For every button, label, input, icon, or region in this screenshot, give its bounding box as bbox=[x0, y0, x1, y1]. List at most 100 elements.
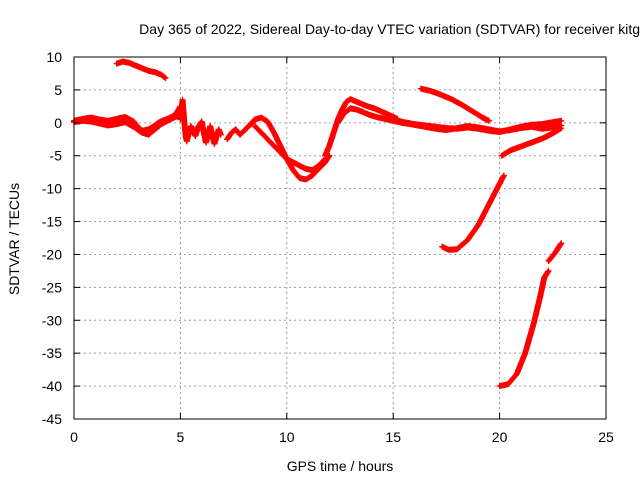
x-tick-label: 0 bbox=[70, 429, 78, 445]
y-tick-label: -5 bbox=[50, 148, 63, 164]
data-point bbox=[551, 132, 554, 135]
data-point bbox=[519, 126, 523, 130]
data-point bbox=[291, 169, 295, 172]
data-point bbox=[336, 121, 340, 125]
data-point bbox=[219, 133, 223, 136]
data-point bbox=[285, 157, 288, 161]
y-tick-label: 10 bbox=[46, 49, 62, 65]
data-point bbox=[184, 134, 187, 138]
data-point bbox=[413, 123, 416, 126]
x-axis-title: GPS time / hours bbox=[287, 458, 394, 474]
data-point bbox=[340, 108, 344, 111]
data-point bbox=[180, 108, 183, 111]
data-point bbox=[362, 111, 365, 114]
data-point bbox=[430, 90, 433, 93]
data-point bbox=[345, 100, 348, 103]
data-point bbox=[266, 120, 269, 123]
data-point bbox=[134, 64, 137, 67]
data-point bbox=[183, 124, 186, 128]
data-point bbox=[238, 133, 242, 136]
data-point bbox=[423, 125, 427, 128]
data-point bbox=[147, 133, 150, 136]
data-point bbox=[182, 111, 185, 115]
data-point bbox=[355, 108, 359, 111]
data-point bbox=[455, 126, 459, 130]
data-series-track-neg5-rise bbox=[498, 125, 565, 159]
plot-frame bbox=[73, 56, 607, 420]
data-point bbox=[89, 120, 93, 123]
data-point bbox=[106, 124, 110, 127]
data-point bbox=[89, 116, 93, 119]
data-point bbox=[551, 126, 554, 129]
data-point bbox=[234, 128, 237, 131]
data-point bbox=[509, 149, 512, 152]
data-point bbox=[487, 119, 491, 123]
data-point bbox=[547, 259, 550, 263]
data-point bbox=[500, 154, 503, 157]
data-point bbox=[266, 138, 269, 141]
data-point bbox=[191, 131, 195, 134]
data-series-track-neg40 bbox=[496, 267, 552, 390]
data-point bbox=[185, 140, 188, 143]
data-point bbox=[215, 134, 218, 138]
data-series-track-early-high bbox=[113, 58, 169, 82]
data-point bbox=[121, 60, 125, 63]
data-point bbox=[132, 120, 135, 123]
data-point bbox=[530, 141, 533, 144]
data-point bbox=[187, 131, 191, 134]
data-point bbox=[506, 382, 510, 386]
data-point bbox=[538, 296, 542, 299]
data-point bbox=[323, 154, 327, 157]
data-point bbox=[260, 116, 263, 119]
data-point bbox=[540, 137, 544, 140]
data-point bbox=[189, 124, 193, 128]
data-point bbox=[153, 70, 157, 74]
data-series-track-dip-a bbox=[245, 114, 333, 183]
data-point bbox=[553, 251, 557, 255]
data-point bbox=[374, 115, 378, 119]
data-point bbox=[164, 76, 167, 80]
data-point bbox=[98, 118, 101, 121]
data-point bbox=[353, 99, 357, 103]
data-point bbox=[204, 141, 208, 144]
y-tick-label: -30 bbox=[42, 312, 62, 328]
y-tick-label: -25 bbox=[42, 279, 62, 295]
data-point bbox=[247, 124, 250, 128]
y-tick-label: -40 bbox=[42, 378, 62, 394]
data-point bbox=[230, 131, 233, 134]
data-point bbox=[206, 133, 210, 136]
data-point bbox=[440, 93, 444, 97]
data-point bbox=[472, 111, 476, 114]
data-point bbox=[466, 238, 469, 242]
data-point bbox=[328, 154, 331, 157]
data-point bbox=[551, 120, 554, 124]
y-tick-label: -35 bbox=[42, 345, 62, 361]
data-series-track-late-flat-b bbox=[411, 121, 565, 135]
data-point bbox=[160, 122, 163, 126]
data-point bbox=[485, 207, 489, 210]
data-point bbox=[181, 98, 184, 101]
data-point bbox=[487, 128, 491, 131]
data-point bbox=[200, 120, 203, 123]
data-point bbox=[128, 61, 131, 65]
data-point bbox=[498, 384, 501, 388]
data-series-track-neg19 bbox=[439, 172, 507, 253]
data-point bbox=[196, 126, 199, 130]
data-point bbox=[523, 351, 527, 355]
data-point bbox=[153, 128, 157, 131]
data-point bbox=[317, 164, 320, 167]
data-point bbox=[298, 176, 301, 180]
tick-layer: 0 5 10 15 20 25 -45 -40 -35 -30 -25 -20 -15 -10 -5 0 5 10 bbox=[42, 49, 614, 445]
data-point bbox=[298, 164, 301, 167]
data-point bbox=[498, 130, 501, 133]
y-tick-label: -20 bbox=[42, 246, 62, 262]
data-point bbox=[243, 129, 246, 132]
data-point bbox=[366, 105, 369, 108]
data-point bbox=[387, 113, 391, 117]
data-layer bbox=[71, 58, 565, 390]
data-point bbox=[208, 124, 212, 128]
data-point bbox=[202, 131, 206, 134]
data-point bbox=[332, 131, 335, 134]
